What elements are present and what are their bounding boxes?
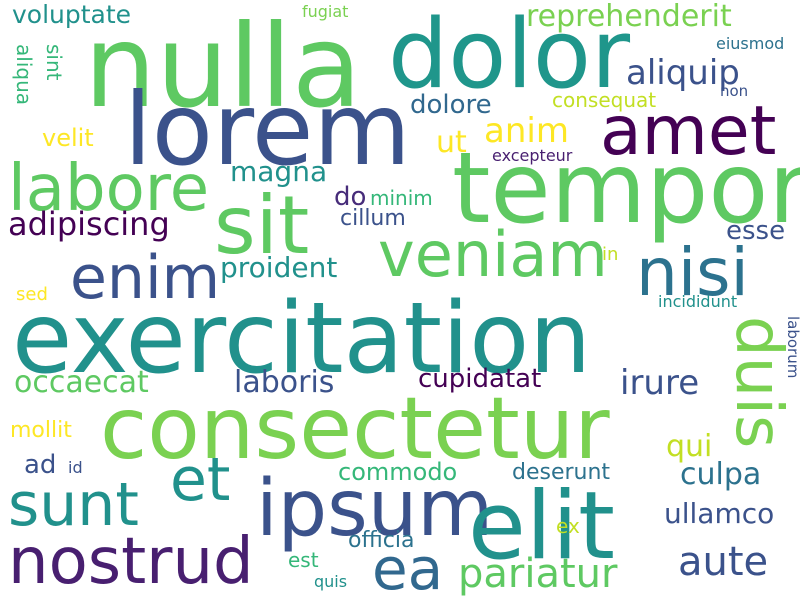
word-incididunt: incididunt: [658, 292, 738, 311]
word-exercitation: exercitation: [12, 282, 592, 396]
word-enim: enim: [70, 243, 221, 313]
word-officia: officia: [348, 528, 415, 553]
word-dolor: dolor: [388, 0, 630, 110]
word-adipiscing: adipiscing: [8, 205, 170, 243]
word-ut: ut: [436, 125, 467, 160]
word-minim: minim: [370, 186, 433, 210]
word-nostrud: nostrud: [8, 525, 254, 599]
word-ullamco: ullamco: [664, 497, 775, 530]
word-tempor: tempor: [452, 132, 800, 246]
word-fugiat: fugiat: [302, 2, 349, 21]
word-consequat: consequat: [552, 88, 657, 112]
word-non: non: [720, 82, 749, 100]
word-pariatur: pariatur: [458, 551, 618, 597]
word-excepteur: excepteur: [492, 146, 573, 165]
word-irure: irure: [620, 363, 700, 403]
word-do: do: [334, 182, 367, 212]
word-mollit: mollit: [10, 418, 72, 443]
word-ipsum: ipsum: [256, 464, 494, 554]
word-ea: ea: [372, 535, 444, 600]
word-nisi: nisi: [636, 234, 749, 311]
word-qui: qui: [666, 429, 713, 464]
word-deserunt: deserunt: [512, 460, 611, 485]
word-reprehenderit: reprehenderit: [526, 0, 732, 34]
word-consectetur: consectetur: [100, 379, 610, 479]
word-elit: elit: [468, 472, 615, 581]
word-est: est: [288, 548, 319, 572]
word-velit: velit: [42, 124, 94, 152]
word-ad: ad: [24, 450, 57, 480]
word-occaecat: occaecat: [14, 365, 149, 400]
word-aliqua: aliqua: [12, 44, 36, 105]
word-nulla: nulla: [84, 0, 362, 133]
word-sunt: sunt: [8, 470, 139, 540]
word-sed: sed: [16, 284, 48, 305]
word-lorem: lorem: [124, 71, 411, 188]
word-quis: quis: [314, 572, 348, 591]
word-sit: sit: [214, 179, 310, 272]
word-ex: ex: [556, 514, 580, 538]
word-cupidatat: cupidatat: [418, 364, 542, 394]
word-aute: aute: [678, 539, 769, 585]
word-veniam: veniam: [378, 218, 608, 291]
word-id: id: [68, 458, 83, 477]
word-aliquip: aliquip: [626, 53, 740, 93]
word-dolore: dolore: [410, 90, 492, 120]
word-sint: sint: [42, 44, 66, 81]
word-cillum: cillum: [340, 206, 406, 231]
word-labore: labore: [8, 152, 210, 226]
word-laborum: laborum: [784, 316, 800, 379]
word-duis: duis: [721, 316, 795, 449]
word-amet: amet: [600, 92, 777, 171]
word-magna: magna: [230, 155, 328, 188]
word-eiusmod: eiusmod: [716, 34, 785, 53]
word-esse: esse: [726, 216, 786, 246]
word-commodo: commodo: [338, 458, 458, 486]
word-in: in: [602, 244, 619, 265]
word-voluptate: voluptate: [12, 0, 132, 29]
word-culpa: culpa: [680, 457, 762, 492]
word-et: et: [170, 445, 231, 515]
word-anim: anim: [484, 111, 569, 151]
word-laboris: laboris: [234, 365, 335, 400]
word-proident: proident: [220, 251, 338, 284]
